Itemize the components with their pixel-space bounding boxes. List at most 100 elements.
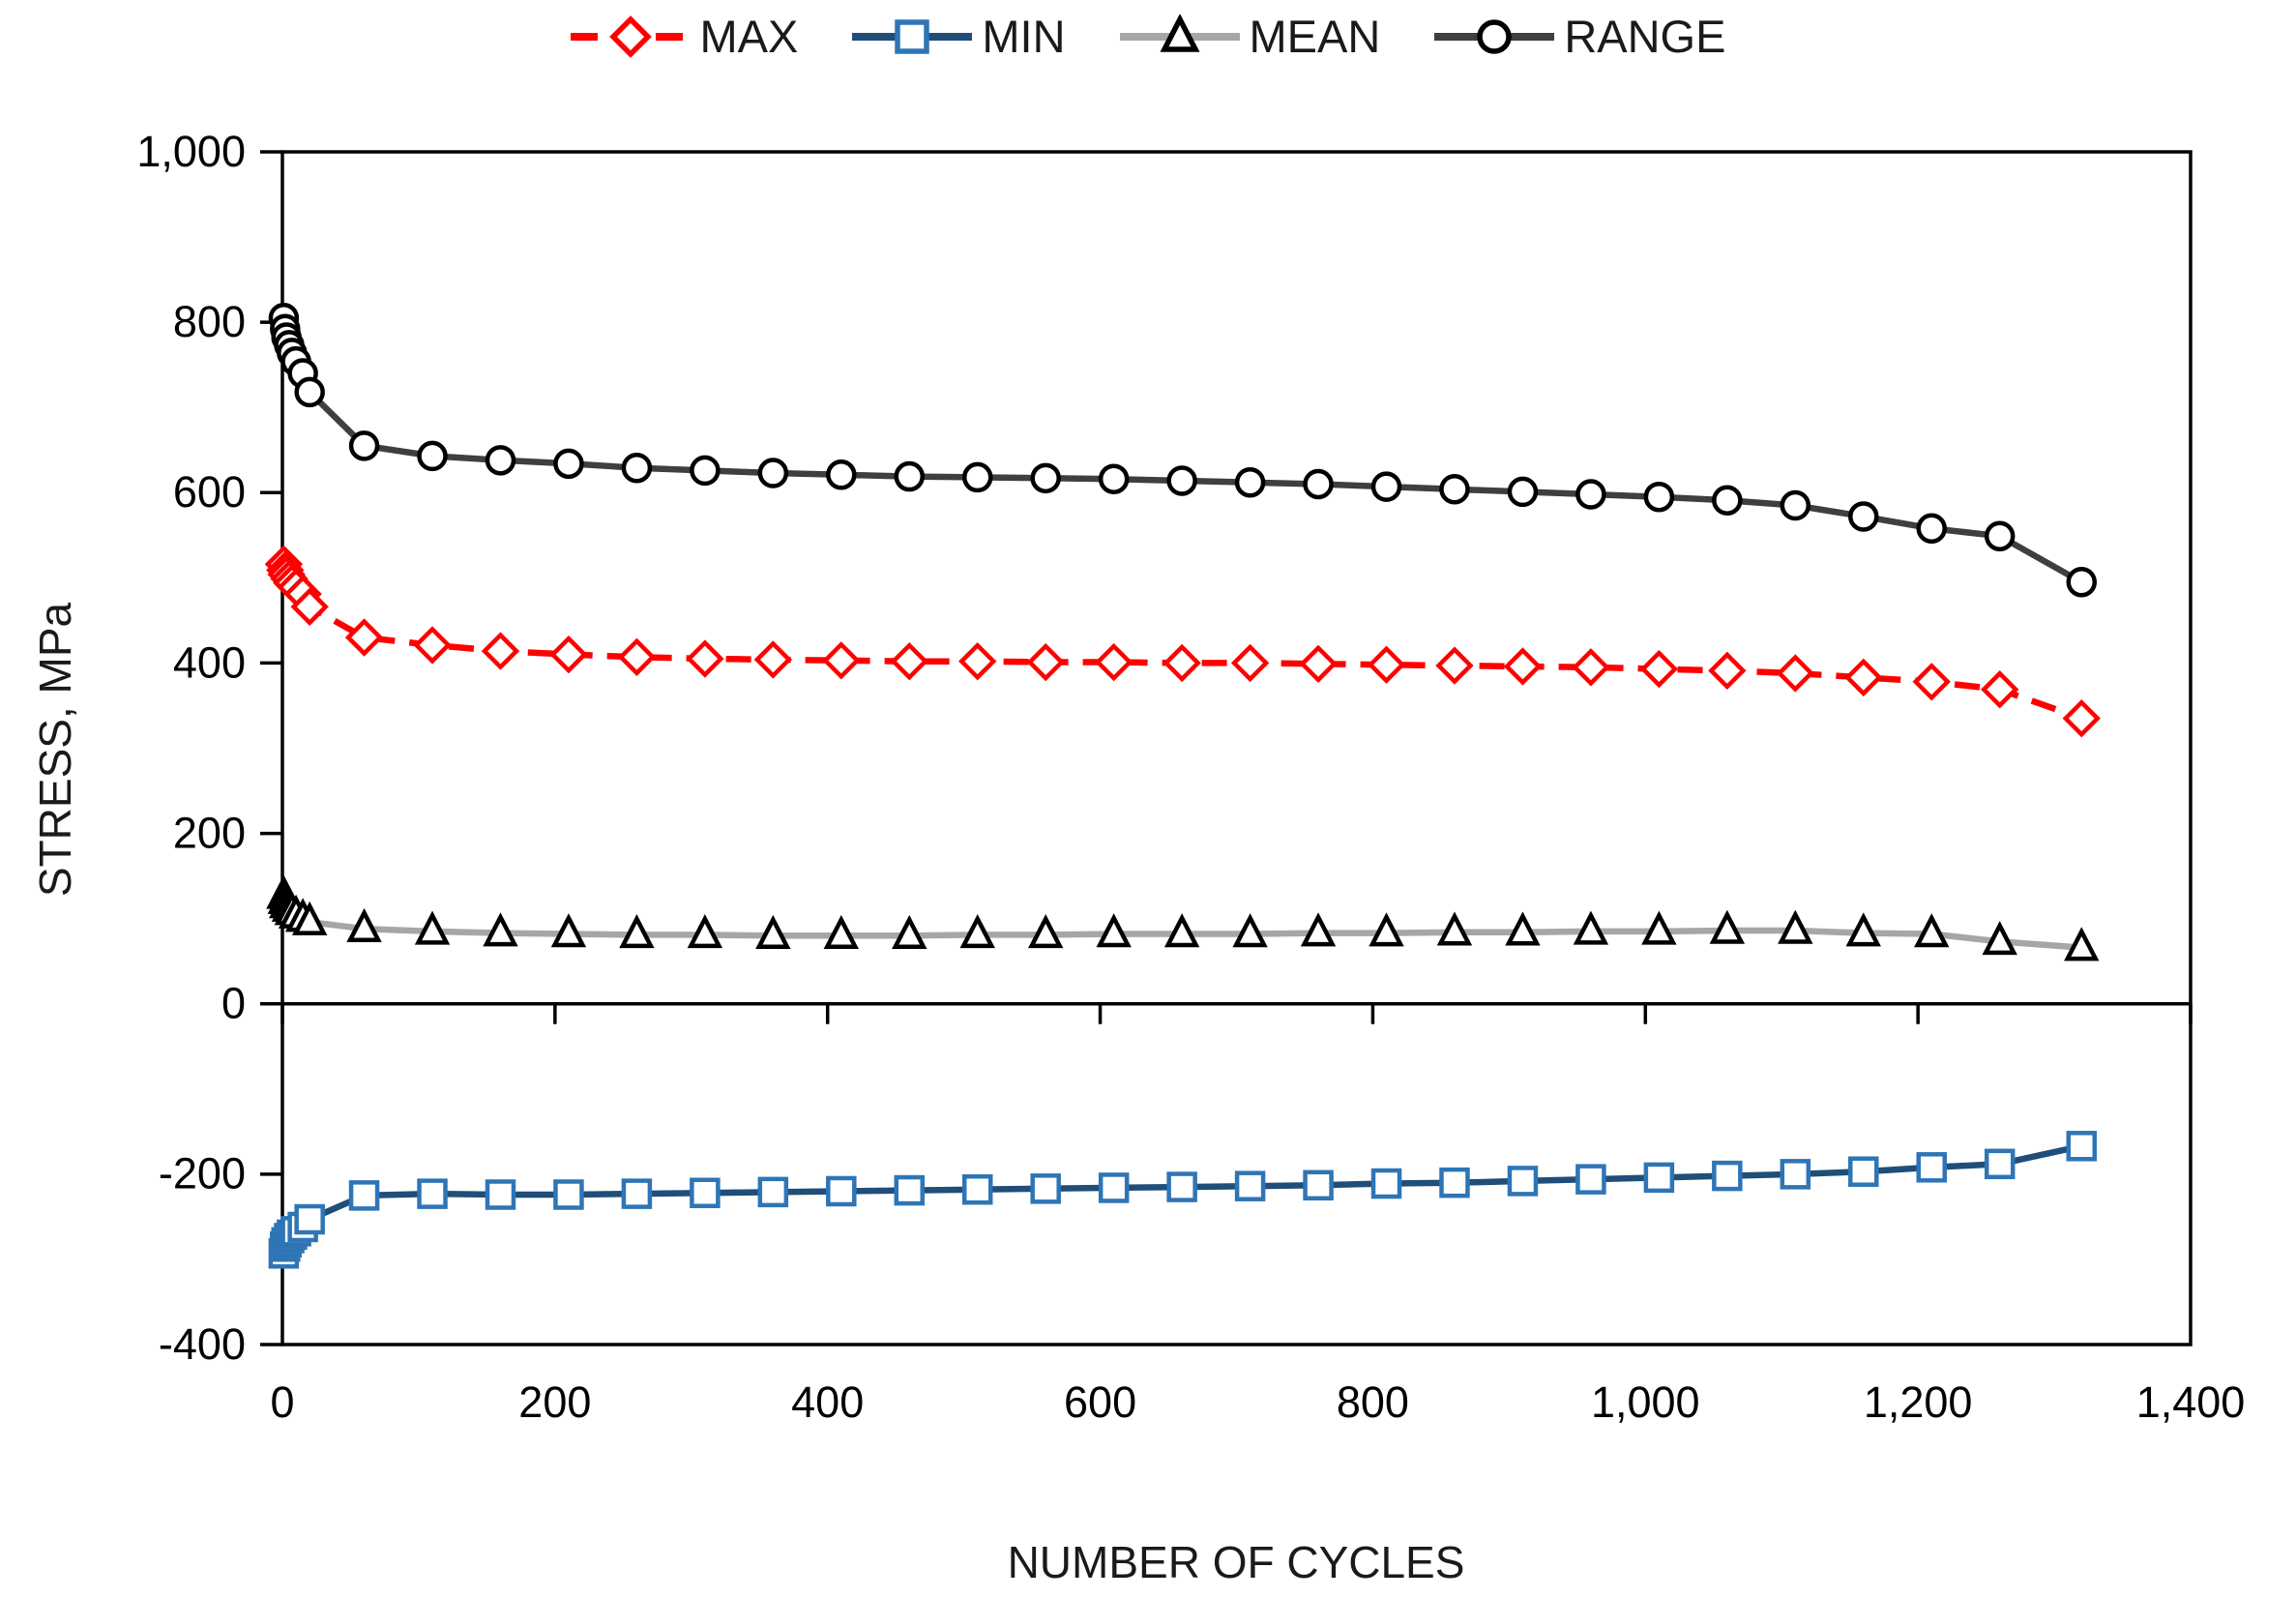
triangle-marker [1505, 911, 1541, 946]
triangle-marker [414, 910, 451, 945]
square-marker [690, 1177, 721, 1208]
legend: MAX MIN MEAN RANGE [0, 10, 2296, 63]
triangle-marker [755, 914, 791, 950]
triangle-marker [1914, 913, 1950, 948]
series-range [268, 302, 2098, 598]
x-tick-label: 1,400 [2136, 1377, 2246, 1427]
series-max-line [280, 563, 2083, 722]
triangle-marker [483, 912, 518, 947]
square-marker [895, 18, 930, 54]
series-max [264, 545, 2101, 738]
square-marker [1166, 1171, 1197, 1202]
square-marker [757, 1176, 789, 1208]
triangle-marker [1369, 912, 1404, 947]
circle-marker [1575, 479, 1606, 510]
x-tick-label: 0 [270, 1377, 294, 1427]
diamond-marker [1503, 647, 1543, 686]
circle-marker [553, 448, 584, 480]
legend-label-mean: MEAN [1249, 11, 1381, 62]
x-tick-label: 400 [791, 1377, 864, 1427]
x-tick-label: 600 [1064, 1377, 1136, 1427]
square-marker [1575, 1164, 1606, 1195]
triangle-marker [959, 913, 995, 949]
diamond-marker [1230, 643, 1270, 683]
triangle-marker [2064, 927, 2100, 962]
circle-marker [690, 455, 721, 487]
diamond-marker [686, 639, 724, 678]
y-axis-ticks: -400 -200 0 200 400 600 800 1,000 [136, 127, 282, 1369]
diamond-marker [958, 641, 997, 681]
square-marker [894, 1174, 926, 1206]
series-min-markers [268, 1131, 2098, 1269]
diamond-marker [753, 640, 793, 679]
legend-marker-sample [1477, 18, 1513, 54]
square-marker [826, 1175, 857, 1207]
legend-item-max: MAX [570, 10, 798, 63]
legend-label-range: RANGE [1564, 11, 1726, 62]
x-axis-title: NUMBER OF CYCLES [1007, 1537, 1465, 1587]
triangle-marker [823, 914, 860, 950]
circle-marker [1712, 485, 1743, 516]
square-marker [1370, 1168, 1402, 1199]
triangle-marker [1778, 909, 1813, 944]
square-marker [348, 1180, 380, 1211]
diamond-marker [1776, 654, 1814, 693]
y-axis-title: STRESS, MPa [30, 602, 80, 898]
x-tick-label: 800 [1337, 1377, 1409, 1427]
circle-marker [1166, 465, 1197, 496]
diamond-marker [1026, 642, 1065, 682]
diamond-marker [617, 637, 657, 676]
circle-marker [1780, 489, 1811, 521]
y-tick-label: 1,000 [136, 127, 246, 176]
circle-marker [1439, 474, 1470, 505]
diamond-marker [1844, 658, 1883, 697]
diamond-marker [481, 632, 520, 670]
diamond-marker [1367, 645, 1406, 684]
triangle-marker [1845, 912, 1881, 947]
series-mean [266, 874, 2100, 962]
circle-marker [1030, 462, 1061, 494]
triangle-marker [346, 907, 382, 942]
diamond-marker [413, 626, 452, 665]
circle-marker [961, 461, 993, 493]
circle-marker [1098, 463, 1130, 494]
legend-marker-sample [608, 15, 652, 58]
diamond-marker [1299, 644, 1338, 683]
legend-marker-sample [1160, 14, 1200, 52]
circle-marker [1303, 468, 1334, 500]
triangle-marker [1163, 913, 1200, 948]
y-tick-label: -400 [159, 1319, 246, 1369]
circle-marker [1984, 520, 2016, 551]
square-marker [1098, 1172, 1130, 1203]
square-marker [961, 1173, 993, 1205]
series-min [268, 1131, 2098, 1269]
diamond-marker [1639, 649, 1679, 689]
diamond-marker [822, 641, 861, 680]
min-square-marker-icon [852, 18, 973, 54]
square-marker [1984, 1148, 2016, 1180]
x-tick-label: 1,000 [1591, 1377, 1700, 1427]
legend-item-range: RANGE [1434, 10, 1725, 63]
diamond-marker [344, 618, 384, 657]
diamond-marker [1708, 651, 1747, 691]
square-marker [553, 1179, 584, 1210]
triangle-marker [1982, 921, 2017, 956]
triangle-marker [1096, 913, 1132, 948]
square-marker [621, 1178, 653, 1209]
circle-marker [757, 458, 789, 488]
square-marker [1712, 1160, 1743, 1192]
square-marker [1643, 1162, 1675, 1194]
diamond-marker [2062, 698, 2101, 738]
triangle-marker [1573, 910, 1609, 945]
triangle-marker [1232, 913, 1268, 948]
series-range-markers [268, 302, 2098, 598]
circle-marker [1234, 466, 1266, 498]
legend-marker-sample [895, 18, 930, 54]
circle-marker [1643, 481, 1675, 513]
diamond-marker [1912, 663, 1951, 701]
square-marker [1439, 1167, 1470, 1198]
circle-marker [1916, 513, 1947, 545]
diamond-marker [1094, 642, 1133, 682]
square-marker [1234, 1170, 1266, 1201]
circle-marker [621, 452, 653, 484]
